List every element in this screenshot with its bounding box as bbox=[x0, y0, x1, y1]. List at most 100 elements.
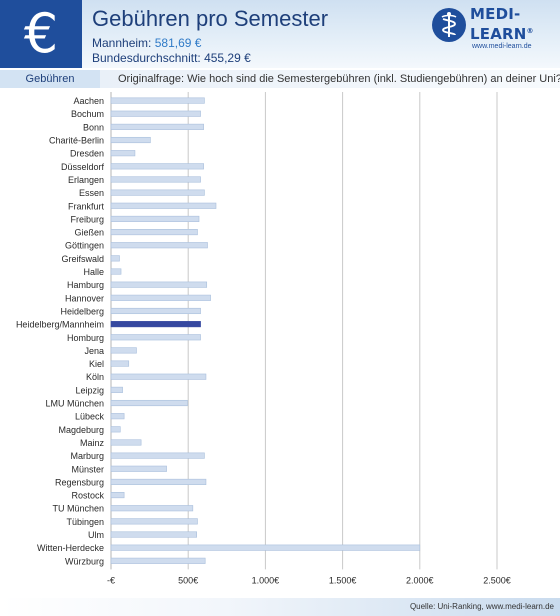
bar bbox=[110, 413, 125, 420]
bar bbox=[110, 465, 167, 472]
category-label: Tübingen bbox=[66, 517, 104, 527]
average-label: Bundesdurchschnitt: bbox=[92, 51, 201, 65]
x-tick-label: 2.500€ bbox=[483, 575, 511, 585]
header-banner: € Gebühren pro Semester Mannheim: 581,69… bbox=[0, 0, 560, 68]
category-label: Bochum bbox=[71, 109, 104, 119]
category-label: Heidelberg bbox=[60, 306, 104, 316]
caduceus-icon bbox=[432, 8, 466, 42]
fees-bar-chart: Aachen Bochum Bonn Charité-Berlin Dresden Düs… bbox=[16, 92, 511, 585]
mannheim-value: 581,69 € bbox=[154, 36, 202, 50]
category-label: TU München bbox=[52, 504, 104, 514]
logo-wordmark: MEDI- LEARN® bbox=[470, 6, 556, 43]
bar bbox=[110, 123, 204, 130]
bar bbox=[110, 478, 207, 485]
category-label: Homburg bbox=[67, 333, 104, 343]
logo-url: www.medi-learn.de bbox=[472, 43, 532, 50]
category-label: Witten-Herdecke bbox=[37, 543, 104, 553]
category-label: Erlangen bbox=[68, 175, 104, 185]
category-label: LMU München bbox=[45, 399, 104, 409]
average-fee: Bundesdurchschnitt: 455,29 € bbox=[92, 51, 251, 65]
category-label: Aachen bbox=[73, 96, 104, 106]
bar bbox=[110, 492, 125, 499]
bar bbox=[110, 360, 130, 367]
category-label: Heidelberg/Mannheim bbox=[16, 320, 104, 330]
category-label: Kiel bbox=[89, 359, 104, 369]
bar bbox=[110, 189, 205, 196]
logo-line1: MEDI- bbox=[470, 5, 521, 23]
category-label: Greifswald bbox=[61, 254, 104, 264]
category-label: Freiburg bbox=[70, 214, 104, 224]
bar bbox=[110, 97, 205, 104]
category-label: Düsseldorf bbox=[61, 162, 105, 172]
question-text: Originalfrage: Wie hoch sind die Semeste… bbox=[118, 73, 560, 85]
bar bbox=[110, 136, 151, 144]
bar bbox=[110, 163, 204, 170]
bar bbox=[110, 439, 142, 446]
bar bbox=[110, 426, 121, 433]
bar bbox=[110, 110, 201, 117]
x-tick-label: 2.000€ bbox=[406, 575, 434, 585]
category-label: Würzburg bbox=[65, 556, 104, 566]
page-title: Gebühren pro Semester bbox=[92, 6, 329, 31]
registered-mark: ® bbox=[526, 27, 534, 35]
bar bbox=[110, 268, 122, 275]
category-label: Jena bbox=[84, 346, 104, 356]
bar bbox=[110, 176, 201, 183]
bar bbox=[110, 452, 205, 459]
logo-line2: LEARN bbox=[470, 25, 527, 43]
category-label: Mainz bbox=[80, 438, 105, 448]
category-label: Dresden bbox=[70, 149, 104, 159]
category-label: Bonn bbox=[83, 122, 104, 132]
category-label: Charité-Berlin bbox=[49, 136, 104, 146]
category-label: Halle bbox=[83, 267, 104, 277]
source-note: Quelle: Uni-Ranking, www.medi-learn.de bbox=[409, 602, 554, 611]
category-label: Ulm bbox=[88, 530, 104, 540]
euro-icon: € bbox=[23, 2, 59, 65]
category-label: Rostock bbox=[71, 491, 104, 501]
category-label: Hannover bbox=[65, 293, 104, 303]
bar bbox=[110, 386, 123, 393]
bar bbox=[110, 281, 208, 288]
category-label: Marburg bbox=[70, 451, 104, 461]
mannheim-fee: Mannheim: 581,69 € bbox=[92, 36, 201, 50]
category-label: Frankfurt bbox=[68, 201, 105, 211]
subheader: Gebühren Originalfrage: Wie hoch sind di… bbox=[0, 70, 560, 88]
category-label: Lübeck bbox=[75, 412, 105, 422]
category-label: Göttingen bbox=[65, 241, 104, 251]
medi-learn-logo: MEDI- LEARN® www.medi-learn.de bbox=[432, 6, 556, 56]
euro-icon-box: € bbox=[0, 0, 82, 68]
x-tick-label: 1.500€ bbox=[329, 575, 357, 585]
bar bbox=[110, 347, 137, 354]
bar bbox=[110, 242, 208, 249]
bar bbox=[110, 215, 200, 222]
bar bbox=[110, 202, 217, 209]
category-label: Magdeburg bbox=[58, 425, 104, 435]
bar bbox=[110, 321, 201, 328]
bar bbox=[110, 150, 136, 157]
bar bbox=[110, 505, 194, 512]
average-value: 455,29 € bbox=[204, 51, 251, 65]
bar bbox=[110, 557, 206, 564]
category-label: Köln bbox=[86, 372, 104, 382]
category-label: Leipzig bbox=[75, 385, 104, 395]
mannheim-label: Mannheim: bbox=[92, 36, 152, 50]
category-label: Essen bbox=[79, 188, 104, 198]
category-label: Gebühren bbox=[0, 70, 100, 88]
bar bbox=[110, 229, 198, 236]
bar bbox=[110, 373, 207, 380]
footer-bar: Quelle: Uni-Ranking, www.medi-learn.de bbox=[0, 598, 560, 616]
category-label: Münster bbox=[71, 464, 104, 474]
category-label: Hamburg bbox=[67, 280, 104, 290]
bar bbox=[110, 255, 120, 262]
category-label: Regensburg bbox=[55, 477, 104, 487]
x-tick-label: 500€ bbox=[178, 575, 198, 585]
bar bbox=[110, 544, 421, 551]
bar bbox=[110, 334, 201, 341]
bar bbox=[110, 531, 197, 538]
x-tick-label: 1.000€ bbox=[252, 575, 280, 585]
category-label: Gießen bbox=[74, 228, 104, 238]
bar bbox=[110, 518, 198, 525]
x-tick-label: -€ bbox=[107, 575, 115, 585]
bar bbox=[110, 307, 201, 315]
bar bbox=[110, 294, 211, 301]
